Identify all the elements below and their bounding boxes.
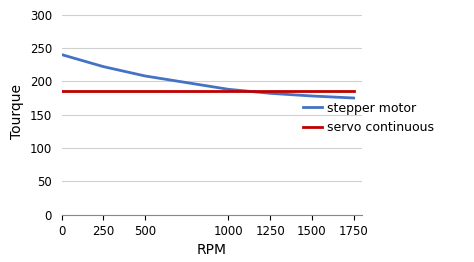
Legend: stepper motor, servo continuous: stepper motor, servo continuous	[298, 97, 438, 139]
stepper motor	[100, 65, 106, 68]
stepper motor	[142, 74, 148, 78]
stepper motor	[59, 53, 64, 56]
Line: stepper motor: stepper motor	[62, 54, 354, 98]
stepper motor	[226, 88, 231, 91]
X-axis label: RPM: RPM	[197, 243, 227, 257]
stepper motor	[351, 96, 356, 100]
stepper motor	[309, 94, 315, 97]
stepper motor	[184, 81, 190, 84]
stepper motor	[267, 92, 273, 95]
Y-axis label: Tourque: Tourque	[10, 84, 24, 139]
